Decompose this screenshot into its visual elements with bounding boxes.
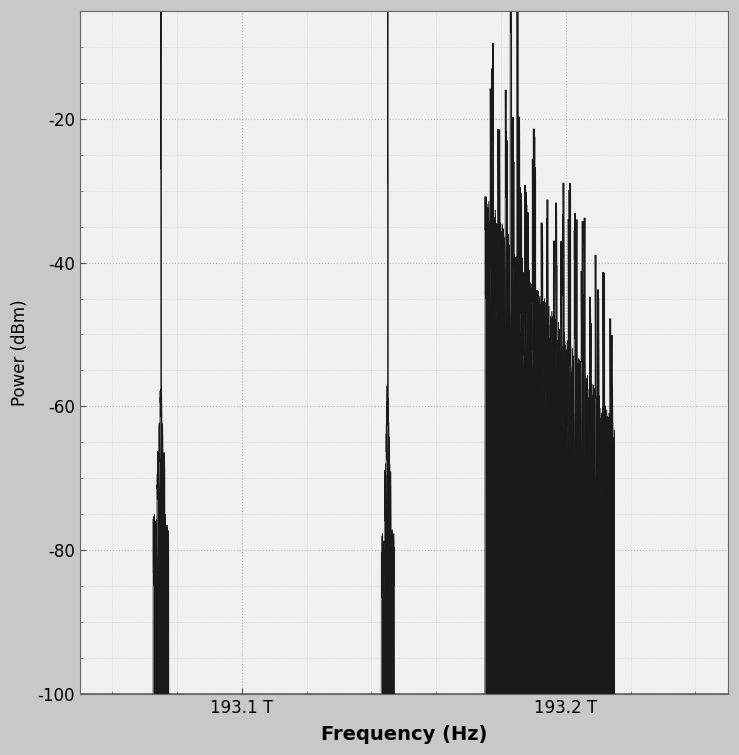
X-axis label: Frequency (Hz): Frequency (Hz): [321, 725, 487, 744]
Y-axis label: Power (dBm): Power (dBm): [11, 299, 29, 405]
